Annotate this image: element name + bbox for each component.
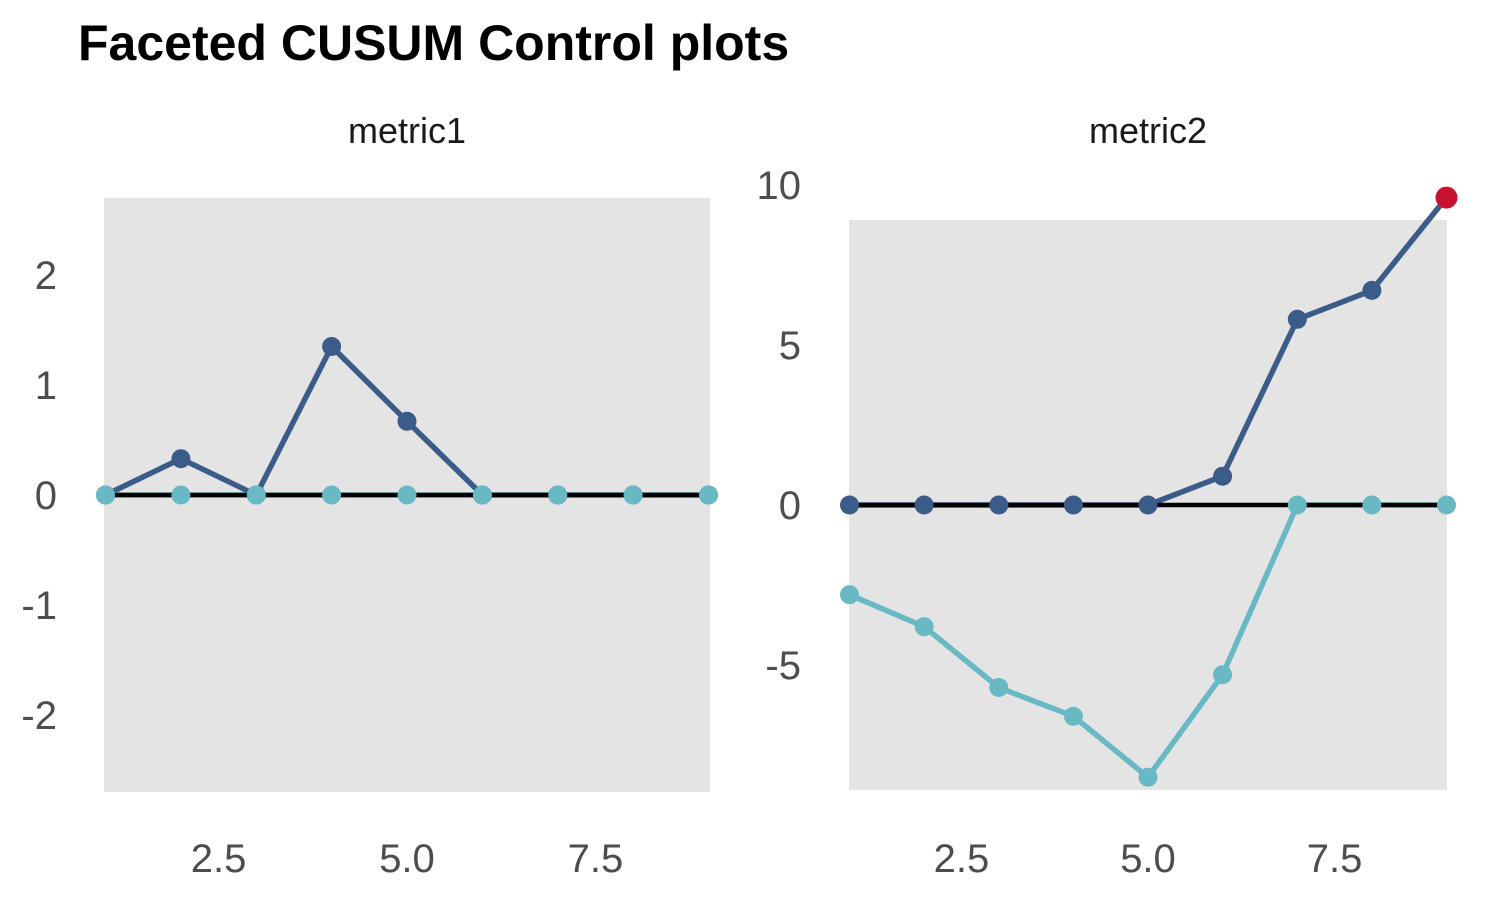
cusum_low-point — [397, 485, 417, 505]
cusum_low-point — [914, 617, 934, 637]
cusum_low-point — [840, 585, 859, 605]
y-axis-tick-label: 1 — [35, 364, 57, 408]
cusum_low-point — [699, 485, 718, 505]
facet-strip-metric2: metric2 — [1088, 110, 1208, 151]
y-axis-tick-label: -5 — [765, 644, 801, 688]
y-axis-tick-label: -2 — [21, 694, 57, 738]
x-axis-tick-label: 7.5 — [1307, 837, 1363, 881]
cusum_high-point — [1138, 495, 1158, 515]
y-axis-tick-label: 10 — [757, 164, 802, 208]
cusum_low-point — [96, 485, 115, 505]
cusum_low-point — [1437, 495, 1456, 515]
cusum_low-point — [989, 678, 1009, 697]
y-axis-tick-label: 0 — [779, 484, 801, 528]
cusum_low-point — [548, 485, 568, 505]
cusum_low-point — [246, 485, 266, 505]
facet-strip-metric1: metric1 — [347, 110, 467, 151]
cusum_low-point — [1138, 767, 1158, 787]
figure-title: Faceted CUSUM Control plots — [78, 15, 790, 71]
cusum_high-point — [1063, 495, 1083, 515]
cusum_low-point — [472, 485, 492, 505]
x-axis-tick-label: 5.0 — [379, 837, 435, 881]
cusum_high-point — [914, 495, 934, 515]
y-axis-tick-label: 5 — [779, 324, 801, 368]
facet-panel-metric2: 10 5 0 -5 2.5 5.0 7.5 — [757, 164, 1458, 881]
x-axis-tick-label: 2.5 — [934, 837, 990, 881]
cusum_low-point — [171, 485, 191, 505]
violation-point — [1435, 186, 1458, 209]
cusum_high-point — [1287, 309, 1307, 329]
x-axis-tick-label: 7.5 — [568, 837, 624, 881]
cusum_low-point — [1362, 495, 1382, 515]
facet-panel-metric1: 2 1 0 -1 -2 2.5 5.0 7.5 — [21, 198, 718, 881]
cusum_low-point — [1063, 706, 1083, 726]
cusum_low-point — [322, 485, 342, 505]
cusum_high-point — [840, 495, 859, 515]
y-axis-tick-label: 2 — [35, 254, 57, 298]
cusum_low-point — [1287, 495, 1307, 515]
cusum_high-point — [171, 449, 191, 469]
x-axis-tick-label: 5.0 — [1120, 837, 1176, 881]
cusum_high-point — [1213, 466, 1233, 486]
y-axis-tick-label: -1 — [21, 584, 57, 628]
cusum_high-point — [397, 411, 417, 431]
cusum_high-point — [1362, 280, 1382, 300]
y-axis-tick-label: 0 — [35, 474, 57, 518]
x-axis-tick-label: 2.5 — [191, 837, 247, 881]
cusum_high-point — [322, 337, 342, 356]
cusum_low-point — [623, 485, 643, 505]
cusum_high-point — [989, 495, 1009, 515]
cusum_low-point — [1213, 665, 1233, 685]
